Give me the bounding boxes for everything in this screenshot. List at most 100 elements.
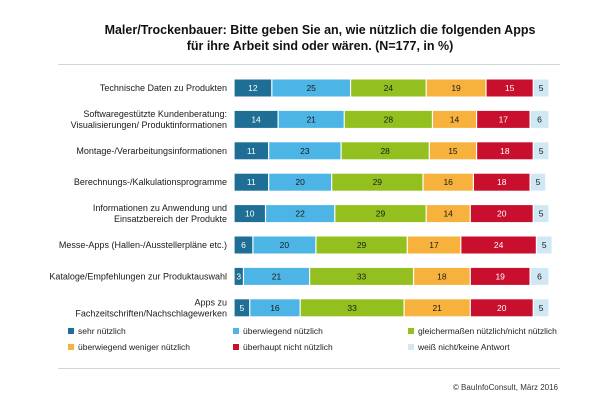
legend-swatch (233, 344, 239, 350)
top-divider (58, 64, 560, 65)
bar-segment (530, 267, 549, 285)
bar-segment (470, 205, 533, 223)
bar-segment (351, 79, 426, 97)
bar-segment (234, 236, 253, 254)
data-label: 19 (495, 271, 505, 281)
category-label-line: Visualisierungen/ Produktinformationen (71, 120, 227, 130)
data-label: 19 (451, 83, 461, 93)
category-label: Kataloge/Empfehlungen zur Produktauswahl (49, 271, 227, 281)
data-label: 14 (251, 114, 261, 124)
data-label: 20 (295, 177, 305, 187)
data-label: 28 (384, 114, 394, 124)
bar-segment (234, 110, 278, 128)
bar-segment (234, 79, 272, 97)
data-label: 11 (247, 177, 256, 187)
bar-segment (477, 142, 533, 160)
bar-segment (244, 267, 309, 285)
data-label: 17 (499, 114, 509, 124)
data-label: 3 (236, 271, 241, 281)
bar-segment (269, 142, 341, 160)
data-label: 5 (539, 146, 544, 156)
bar-segment (470, 267, 530, 285)
legend-swatch (68, 328, 74, 334)
bar-segment (433, 110, 476, 128)
bar-segment (414, 267, 470, 285)
data-label: 16 (270, 303, 280, 313)
data-label: 5 (536, 177, 541, 187)
bar-segment (316, 236, 407, 254)
bar-segment (278, 110, 344, 128)
bar-segment (470, 299, 533, 317)
bar-segment (426, 79, 486, 97)
bar-segment (272, 79, 350, 97)
bar-segment (533, 142, 549, 160)
data-label: 20 (497, 209, 507, 219)
data-label: 20 (497, 303, 507, 313)
bar-segment (234, 142, 269, 160)
category-label: Messe-Apps (Hallen-/Ausstellerpläne etc.… (59, 240, 227, 250)
bar-segment (341, 142, 429, 160)
legend-swatch (233, 328, 239, 334)
data-label: 6 (537, 271, 542, 281)
legend-label: weiß nicht/keine Antwort (418, 342, 510, 352)
chart-title-line-2: für ihre Arbeit sind oder wären. (N=177,… (186, 39, 454, 53)
bar-segment (234, 173, 269, 191)
data-label: 5 (539, 83, 544, 93)
bar-segment (533, 299, 549, 317)
data-label: 15 (505, 83, 515, 93)
data-label: 29 (373, 177, 383, 187)
data-label: 22 (295, 209, 305, 219)
bar-segment (530, 110, 549, 128)
bar-segment (344, 110, 432, 128)
category-label-line: Berechnungs-/Kalkulationsprogramme (74, 177, 227, 187)
legend-label: sehr nützlich (78, 326, 126, 336)
data-label: 11 (247, 146, 256, 156)
data-label: 16 (443, 177, 453, 187)
data-label: 29 (357, 240, 367, 250)
bar-segment (537, 236, 552, 254)
category-label-line: Technische Daten zu Produkten (100, 83, 227, 93)
bar-segment (332, 173, 423, 191)
bar-segment (250, 299, 300, 317)
bar-segment (423, 173, 473, 191)
data-label: 21 (306, 114, 316, 124)
bar-segment (234, 205, 265, 223)
bar-segment (335, 205, 426, 223)
data-label: 5 (240, 303, 245, 313)
stacked-bar-plot: Technische Daten zu Produkten 12 25 24 19 15 5… (49, 79, 552, 318)
legend-swatch (68, 344, 74, 350)
chart-title-line-1: Maler/Trockenbauer: Bitte geben Sie an, … (104, 23, 536, 37)
bar-segment (477, 110, 530, 128)
bar-segment (407, 236, 461, 254)
bar-segment (486, 79, 533, 97)
bar-segment (533, 205, 549, 223)
data-label: 15 (448, 146, 458, 156)
legend: sehr nützlich überwiegend nützlich gleiche… (68, 326, 568, 362)
category-label: Berechnungs-/Kalkulationsprogramme (74, 177, 227, 187)
category-label-line: Softwaregestützte Kundenberatung: (83, 109, 227, 119)
data-label: 18 (497, 177, 507, 187)
bar-segment (310, 267, 413, 285)
bar-segment (404, 299, 470, 317)
legend-label: überwiegend weniger nützlich (78, 342, 190, 352)
bar-segment (533, 79, 549, 97)
bar-segment (300, 299, 404, 317)
data-label: 23 (300, 146, 310, 156)
data-label: 17 (429, 240, 439, 250)
data-label: 29 (376, 209, 386, 219)
bar-segment (269, 173, 332, 191)
category-label-line: Apps zu (194, 297, 227, 307)
data-label: 6 (241, 240, 246, 250)
data-label: 18 (437, 271, 447, 281)
data-label: 24 (384, 83, 394, 93)
data-label: 33 (347, 303, 357, 313)
data-label: 21 (272, 271, 282, 281)
category-label-line: Montage-/Verarbeitungsinformationen (76, 146, 227, 156)
data-label: 10 (245, 209, 255, 219)
legend-swatch (408, 328, 414, 334)
data-label: 5 (539, 209, 544, 219)
category-label-line: Messe-Apps (Hallen-/Ausstellerpläne etc.… (59, 240, 227, 250)
bar-segment (234, 299, 250, 317)
bar-segment (426, 205, 470, 223)
